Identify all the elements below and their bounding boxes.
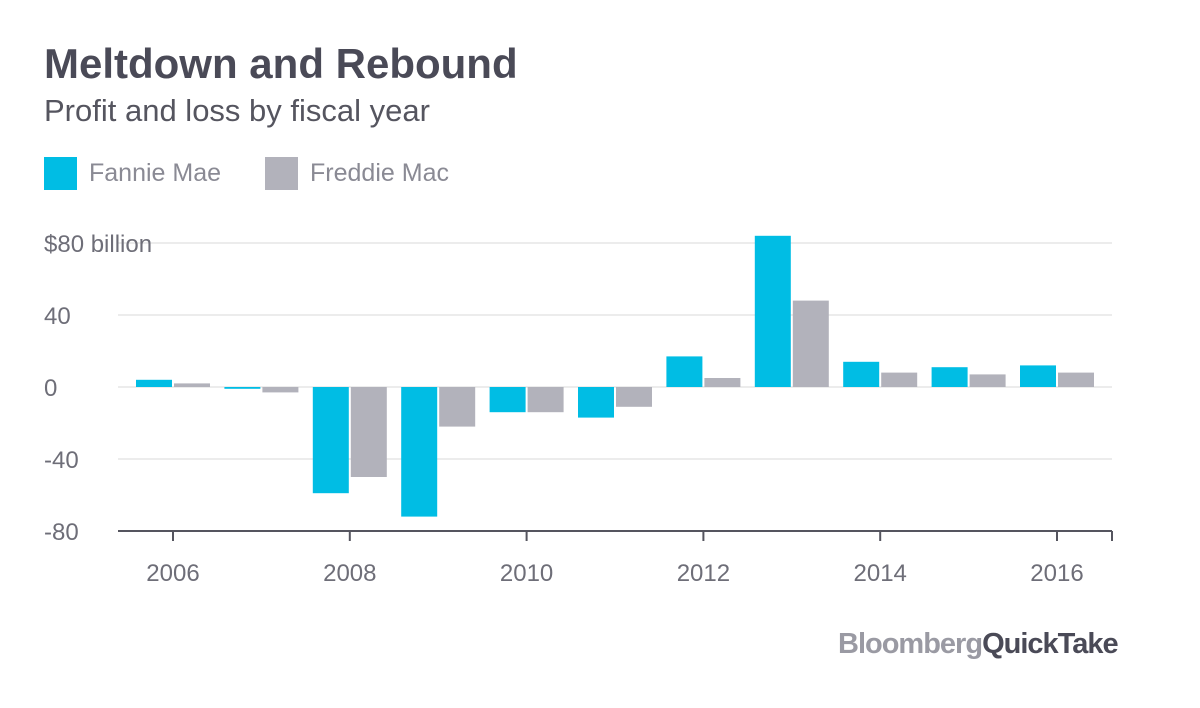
- legend-item-fannie-mae: Fannie Mae: [44, 157, 221, 190]
- x-tick-label: 2006: [146, 560, 199, 587]
- x-tick-label: 2014: [854, 560, 907, 587]
- bar-fannie-mae-2008: [312, 387, 349, 494]
- bar-fannie-mae-2010: [489, 387, 526, 413]
- bar-fannie-mae-2011: [578, 387, 614, 418]
- bar-fannie-mae-2015: [931, 367, 968, 387]
- logo-bloomberg-text: Bloomberg: [838, 628, 983, 660]
- bar-fannie-mae-2007: [224, 387, 261, 389]
- bar-freddie-mac-2006: [174, 383, 210, 387]
- legend-item-freddie-mac: Freddie Mac: [265, 157, 449, 190]
- bar-fannie-mae-2013: [754, 235, 791, 387]
- logo-quicktake-text: QuickTake: [982, 628, 1119, 660]
- bar-freddie-mac-2016: [1058, 372, 1094, 387]
- y-tick-label: -40: [44, 447, 79, 474]
- chart-title: Meltdown and Rebound: [44, 40, 518, 87]
- bar-freddie-mac-2011: [616, 387, 652, 407]
- y-tick-label: 0: [44, 375, 57, 402]
- legend-label-fannie-mae: Fannie Mae: [89, 159, 222, 187]
- legend-swatch-fannie-mae: [44, 157, 77, 190]
- bar-freddie-mac-2015: [969, 374, 1006, 387]
- bar-freddie-mac-2010: [527, 387, 564, 413]
- bar-fannie-mae-2012: [666, 356, 703, 387]
- legend-swatch-freddie-mac: [265, 157, 299, 190]
- x-tick-label: 2008: [323, 560, 376, 587]
- bar-fannie-mae-2006: [136, 379, 172, 387]
- y-tick-label: -80: [44, 519, 79, 546]
- bar-fannie-mae-2009: [401, 387, 438, 517]
- legend-label-freddie-mac: Freddie Mac: [310, 159, 449, 187]
- bar-fannie-mae-2016: [1020, 365, 1056, 387]
- bar-freddie-mac-2013: [792, 300, 829, 387]
- x-tick-label: 2016: [1030, 560, 1083, 587]
- bar-freddie-mac-2007: [262, 387, 299, 393]
- bar-freddie-mac-2009: [439, 387, 476, 427]
- bar-freddie-mac-2012: [704, 378, 741, 387]
- bar-fannie-mae-2014: [843, 361, 880, 387]
- legend: Fannie Mae Freddie Mac: [44, 157, 493, 190]
- bar-freddie-mac-2014: [881, 372, 918, 387]
- x-tick-label: 2010: [500, 560, 553, 587]
- y-tick-label: 40: [44, 303, 71, 330]
- y-tick-label: $80 billion: [44, 231, 152, 258]
- bloomberg-quicktake-logo: BloombergQuickTake: [838, 628, 1119, 661]
- bar-freddie-mac-2008: [350, 387, 387, 477]
- chart-subtitle: Profit and loss by fiscal year: [44, 93, 430, 128]
- x-tick-label: 2012: [677, 560, 730, 587]
